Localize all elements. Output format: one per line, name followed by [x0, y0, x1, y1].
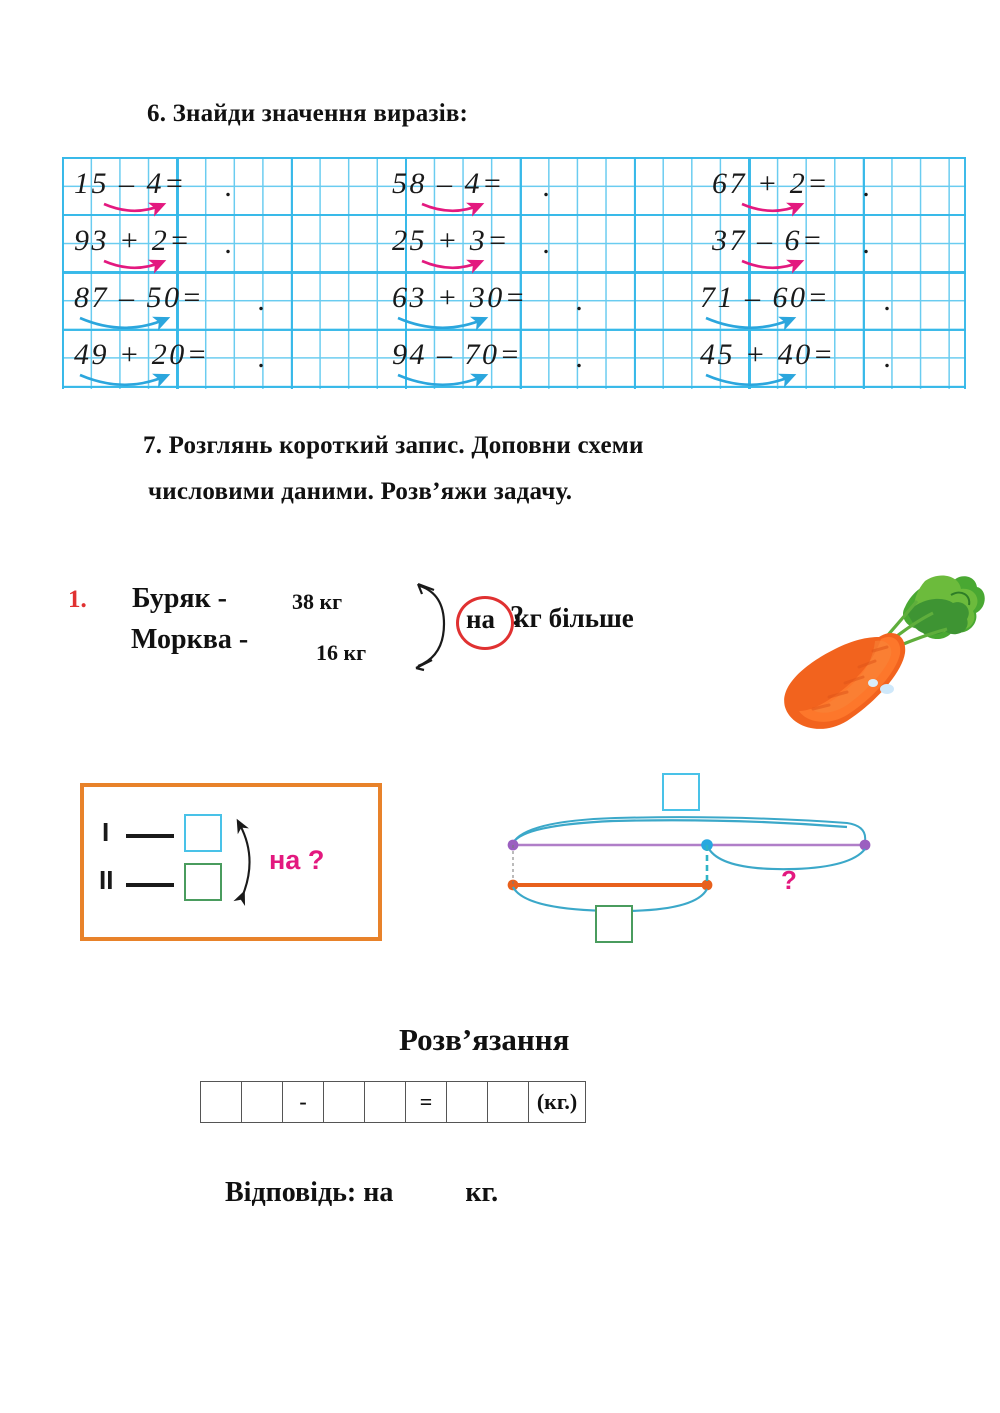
pink-arc [103, 259, 167, 274]
solution-title: Розв’язання [399, 1022, 570, 1057]
relation-question-mark[interactable]: ? [510, 601, 524, 632]
expression: 45 + 40= [700, 338, 836, 371]
expression: 25 + 3= [392, 224, 510, 257]
pink-arc [741, 202, 805, 217]
difference-question-mark: ? [781, 865, 797, 895]
solution-cell[interactable] [365, 1082, 406, 1122]
grid-rule [519, 157, 522, 389]
blue-arc [79, 373, 171, 388]
answer-box-second[interactable] [184, 863, 222, 901]
solution-cell[interactable] [447, 1082, 488, 1122]
solution-cell[interactable] [201, 1082, 242, 1122]
solution-cell[interactable] [488, 1082, 529, 1122]
blue-arc [705, 373, 797, 388]
blue-arc [79, 316, 171, 331]
scheme-right-bar: ? [495, 765, 895, 943]
answer-box-total[interactable] [662, 773, 700, 811]
relation-tail-label: кг більше [514, 603, 634, 633]
blue-arc [397, 316, 489, 331]
value-carrot: 16 кг [316, 640, 367, 665]
grid-rule [62, 385, 966, 389]
answer-prefix: Відповідь: на [225, 1177, 394, 1208]
task7-heading-line2: числовими даними. Розв’яжи задачу. [148, 478, 573, 505]
scheme-left-box: I II на ? [80, 783, 382, 941]
answer-box-first[interactable] [184, 814, 222, 852]
carrot-icon [784, 575, 985, 729]
brace-bracket [415, 582, 446, 672]
blue-arc [705, 316, 797, 331]
scheme-left-annotation: на ? [269, 845, 325, 875]
solution-row: - = (кг.) [200, 1081, 586, 1123]
grid-rule [964, 157, 967, 389]
problem-number: 1. [68, 586, 87, 613]
expression: 58 – 4= [392, 167, 505, 200]
solution-cell[interactable] [324, 1082, 365, 1122]
task6-heading: 6. Знайди значення виразів: [147, 100, 469, 127]
solution-unit-label: (кг.) [536, 1089, 578, 1114]
expression: 94 – 70= [392, 338, 523, 371]
expression: 15 – 4= [74, 167, 187, 200]
answer-box-part[interactable] [595, 905, 633, 943]
grid-rule [62, 271, 966, 274]
grid-rule [62, 214, 966, 217]
grid-rule [748, 157, 751, 389]
label-carrot: Морква - [131, 624, 249, 655]
grid-rule [405, 157, 408, 389]
bar-diagram [507, 816, 871, 913]
double-arrow-icon [233, 818, 251, 907]
value-beet: 38 кг [292, 589, 343, 614]
expression: 71 – 60= [700, 281, 831, 314]
dash-two [126, 883, 174, 887]
grid-rule [62, 157, 966, 160]
blue-arc [397, 373, 489, 388]
grid-rule [634, 157, 637, 389]
answer-line: Відповідь: на кг. [197, 1145, 498, 1241]
grid-rule [62, 328, 966, 331]
expression: 93 + 2= [74, 224, 192, 257]
pink-arc [421, 202, 485, 217]
grid-rule [176, 157, 179, 389]
roman-numeral-two: II [99, 865, 114, 895]
expression: 87 – 50= [74, 281, 205, 314]
task7-heading-line1: 7. Розглянь короткий запис. Доповни схем… [143, 432, 644, 459]
squared-grid: 15 – 4= . 93 + 2= . 87 – 50= . 49 + 20= … [62, 157, 967, 389]
solution-operator-equals: = [406, 1082, 447, 1122]
pink-arc [741, 259, 805, 274]
expression: 63 + 30= [392, 281, 528, 314]
solution-cell[interactable] [242, 1082, 283, 1122]
relation-na-label: на [466, 604, 496, 634]
label-beet: Буряк - [132, 583, 227, 614]
grid-rule [290, 157, 294, 389]
solution-operator-minus: - [283, 1082, 324, 1122]
grid-rule [62, 157, 65, 389]
grid-rule [862, 157, 866, 389]
pink-arc [103, 202, 167, 217]
expression: 67 + 2= [712, 167, 830, 200]
answer-unit: кг. [465, 1177, 499, 1208]
roman-numeral-one: I [102, 817, 110, 847]
arc-arrows-layer [79, 202, 805, 388]
dash-one [126, 834, 174, 838]
pink-arc [421, 259, 485, 274]
expression: 49 + 20= [74, 338, 210, 371]
na-circle-highlight [456, 596, 514, 650]
expression: 37 – 6= [712, 224, 825, 257]
